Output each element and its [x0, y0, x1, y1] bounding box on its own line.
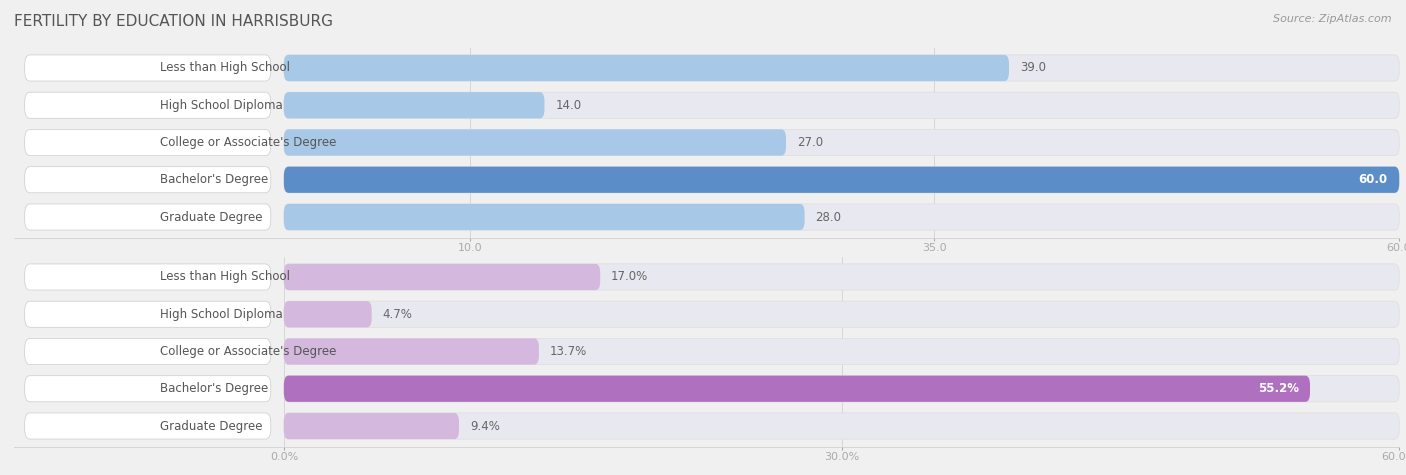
Text: 17.0%: 17.0% [612, 270, 648, 284]
Text: 14.0: 14.0 [555, 99, 582, 112]
FancyBboxPatch shape [25, 55, 271, 81]
FancyBboxPatch shape [284, 129, 786, 156]
FancyBboxPatch shape [25, 301, 271, 327]
Text: 39.0: 39.0 [1019, 61, 1046, 75]
FancyBboxPatch shape [284, 376, 1310, 402]
Text: High School Diploma: High School Diploma [160, 308, 283, 321]
FancyBboxPatch shape [284, 264, 600, 290]
Text: Bachelor's Degree: Bachelor's Degree [160, 173, 269, 186]
FancyBboxPatch shape [25, 204, 271, 230]
FancyBboxPatch shape [284, 376, 1399, 402]
Text: 60.0: 60.0 [1358, 173, 1388, 186]
Text: Less than High School: Less than High School [160, 61, 290, 75]
Text: Less than High School: Less than High School [160, 270, 290, 284]
FancyBboxPatch shape [284, 55, 1399, 81]
Text: Graduate Degree: Graduate Degree [160, 210, 263, 224]
FancyBboxPatch shape [284, 92, 544, 118]
Text: College or Associate's Degree: College or Associate's Degree [160, 345, 336, 358]
FancyBboxPatch shape [284, 92, 1399, 118]
FancyBboxPatch shape [284, 55, 1010, 81]
FancyBboxPatch shape [284, 413, 1399, 439]
FancyBboxPatch shape [284, 167, 1399, 193]
FancyBboxPatch shape [284, 338, 1399, 365]
Text: Source: ZipAtlas.com: Source: ZipAtlas.com [1274, 14, 1392, 24]
FancyBboxPatch shape [25, 92, 271, 118]
Text: 4.7%: 4.7% [382, 308, 412, 321]
FancyBboxPatch shape [284, 204, 804, 230]
Text: 28.0: 28.0 [815, 210, 842, 224]
FancyBboxPatch shape [25, 167, 271, 193]
FancyBboxPatch shape [25, 264, 271, 290]
FancyBboxPatch shape [25, 413, 271, 439]
Text: 9.4%: 9.4% [470, 419, 499, 433]
FancyBboxPatch shape [284, 301, 371, 327]
FancyBboxPatch shape [284, 301, 1399, 327]
Text: College or Associate's Degree: College or Associate's Degree [160, 136, 336, 149]
FancyBboxPatch shape [284, 129, 1399, 156]
FancyBboxPatch shape [25, 339, 271, 364]
Text: 27.0: 27.0 [797, 136, 823, 149]
FancyBboxPatch shape [284, 204, 1399, 230]
Text: Graduate Degree: Graduate Degree [160, 419, 263, 433]
FancyBboxPatch shape [284, 338, 538, 365]
FancyBboxPatch shape [284, 167, 1399, 193]
Text: FERTILITY BY EDUCATION IN HARRISBURG: FERTILITY BY EDUCATION IN HARRISBURG [14, 14, 333, 29]
FancyBboxPatch shape [284, 264, 1399, 290]
Text: 55.2%: 55.2% [1257, 382, 1299, 395]
Text: Bachelor's Degree: Bachelor's Degree [160, 382, 269, 395]
Text: 13.7%: 13.7% [550, 345, 588, 358]
FancyBboxPatch shape [284, 413, 458, 439]
FancyBboxPatch shape [25, 130, 271, 155]
FancyBboxPatch shape [25, 376, 271, 402]
Text: High School Diploma: High School Diploma [160, 99, 283, 112]
